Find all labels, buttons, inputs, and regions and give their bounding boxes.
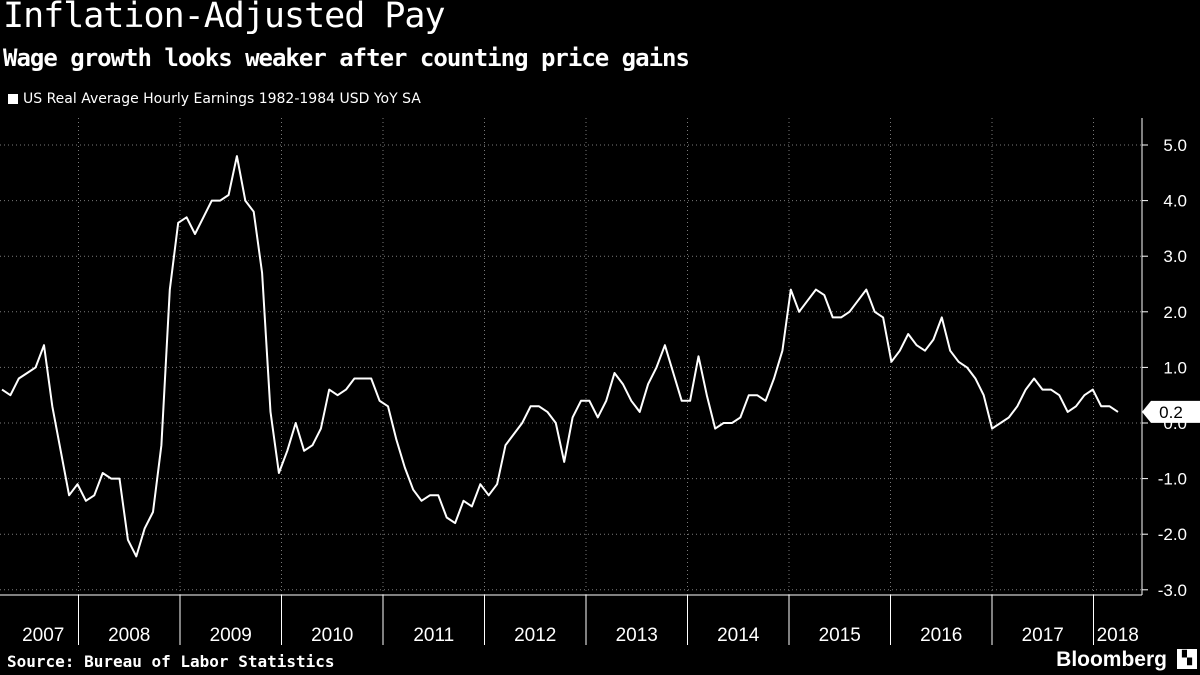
x-tick-label: 2014	[717, 625, 760, 646]
y-tick-label: 5.0	[1163, 136, 1187, 155]
legend-label: US Real Average Hourly Earnings 1982-198…	[23, 91, 421, 107]
y-tick-label: 4.0	[1163, 192, 1187, 211]
y-tick-label: -1.0	[1158, 470, 1187, 489]
legend-swatch	[8, 94, 18, 104]
source-note: Source: Bureau of Labor Statistics	[7, 652, 335, 671]
series-line	[1, 155, 1119, 558]
bloomberg-terminal-icon: ▚	[1177, 649, 1197, 669]
x-tick-label: 2013	[616, 625, 658, 646]
last-value-label: 0.2	[1159, 403, 1183, 422]
legend: US Real Average Hourly Earnings 1982-198…	[8, 91, 421, 107]
x-tick-label: 2008	[108, 625, 150, 646]
y-tick-label: 2.0	[1163, 303, 1187, 322]
series-layer	[1, 155, 1119, 558]
x-tick-label: 2015	[819, 625, 861, 646]
x-tick-label: 2018	[1097, 625, 1139, 646]
chart-subtitle: Wage growth looks weaker after counting …	[3, 44, 690, 72]
y-tick-label: 3.0	[1163, 247, 1187, 266]
x-tick-label: 2009	[210, 625, 252, 646]
grid-layer	[0, 118, 1142, 595]
x-tick-label: 2011	[413, 625, 454, 646]
x-tick-label: 2010	[311, 625, 353, 646]
x-tick-label: 2016	[920, 625, 962, 646]
x-tick-label: 2007	[22, 625, 64, 646]
axis-layer	[0, 118, 1148, 645]
last-value-callout	[1142, 400, 1200, 423]
x-tick-label: 2012	[514, 625, 556, 646]
y-tick-label: 1.0	[1163, 358, 1187, 377]
y-tick-label: -3.0	[1158, 581, 1187, 600]
brand-logo: Bloomberg	[1056, 648, 1167, 671]
x-tick-label: 2017	[1022, 625, 1064, 646]
chart-title: Inflation-Adjusted Pay	[3, 0, 446, 36]
y-tick-label: -2.0	[1158, 525, 1187, 544]
